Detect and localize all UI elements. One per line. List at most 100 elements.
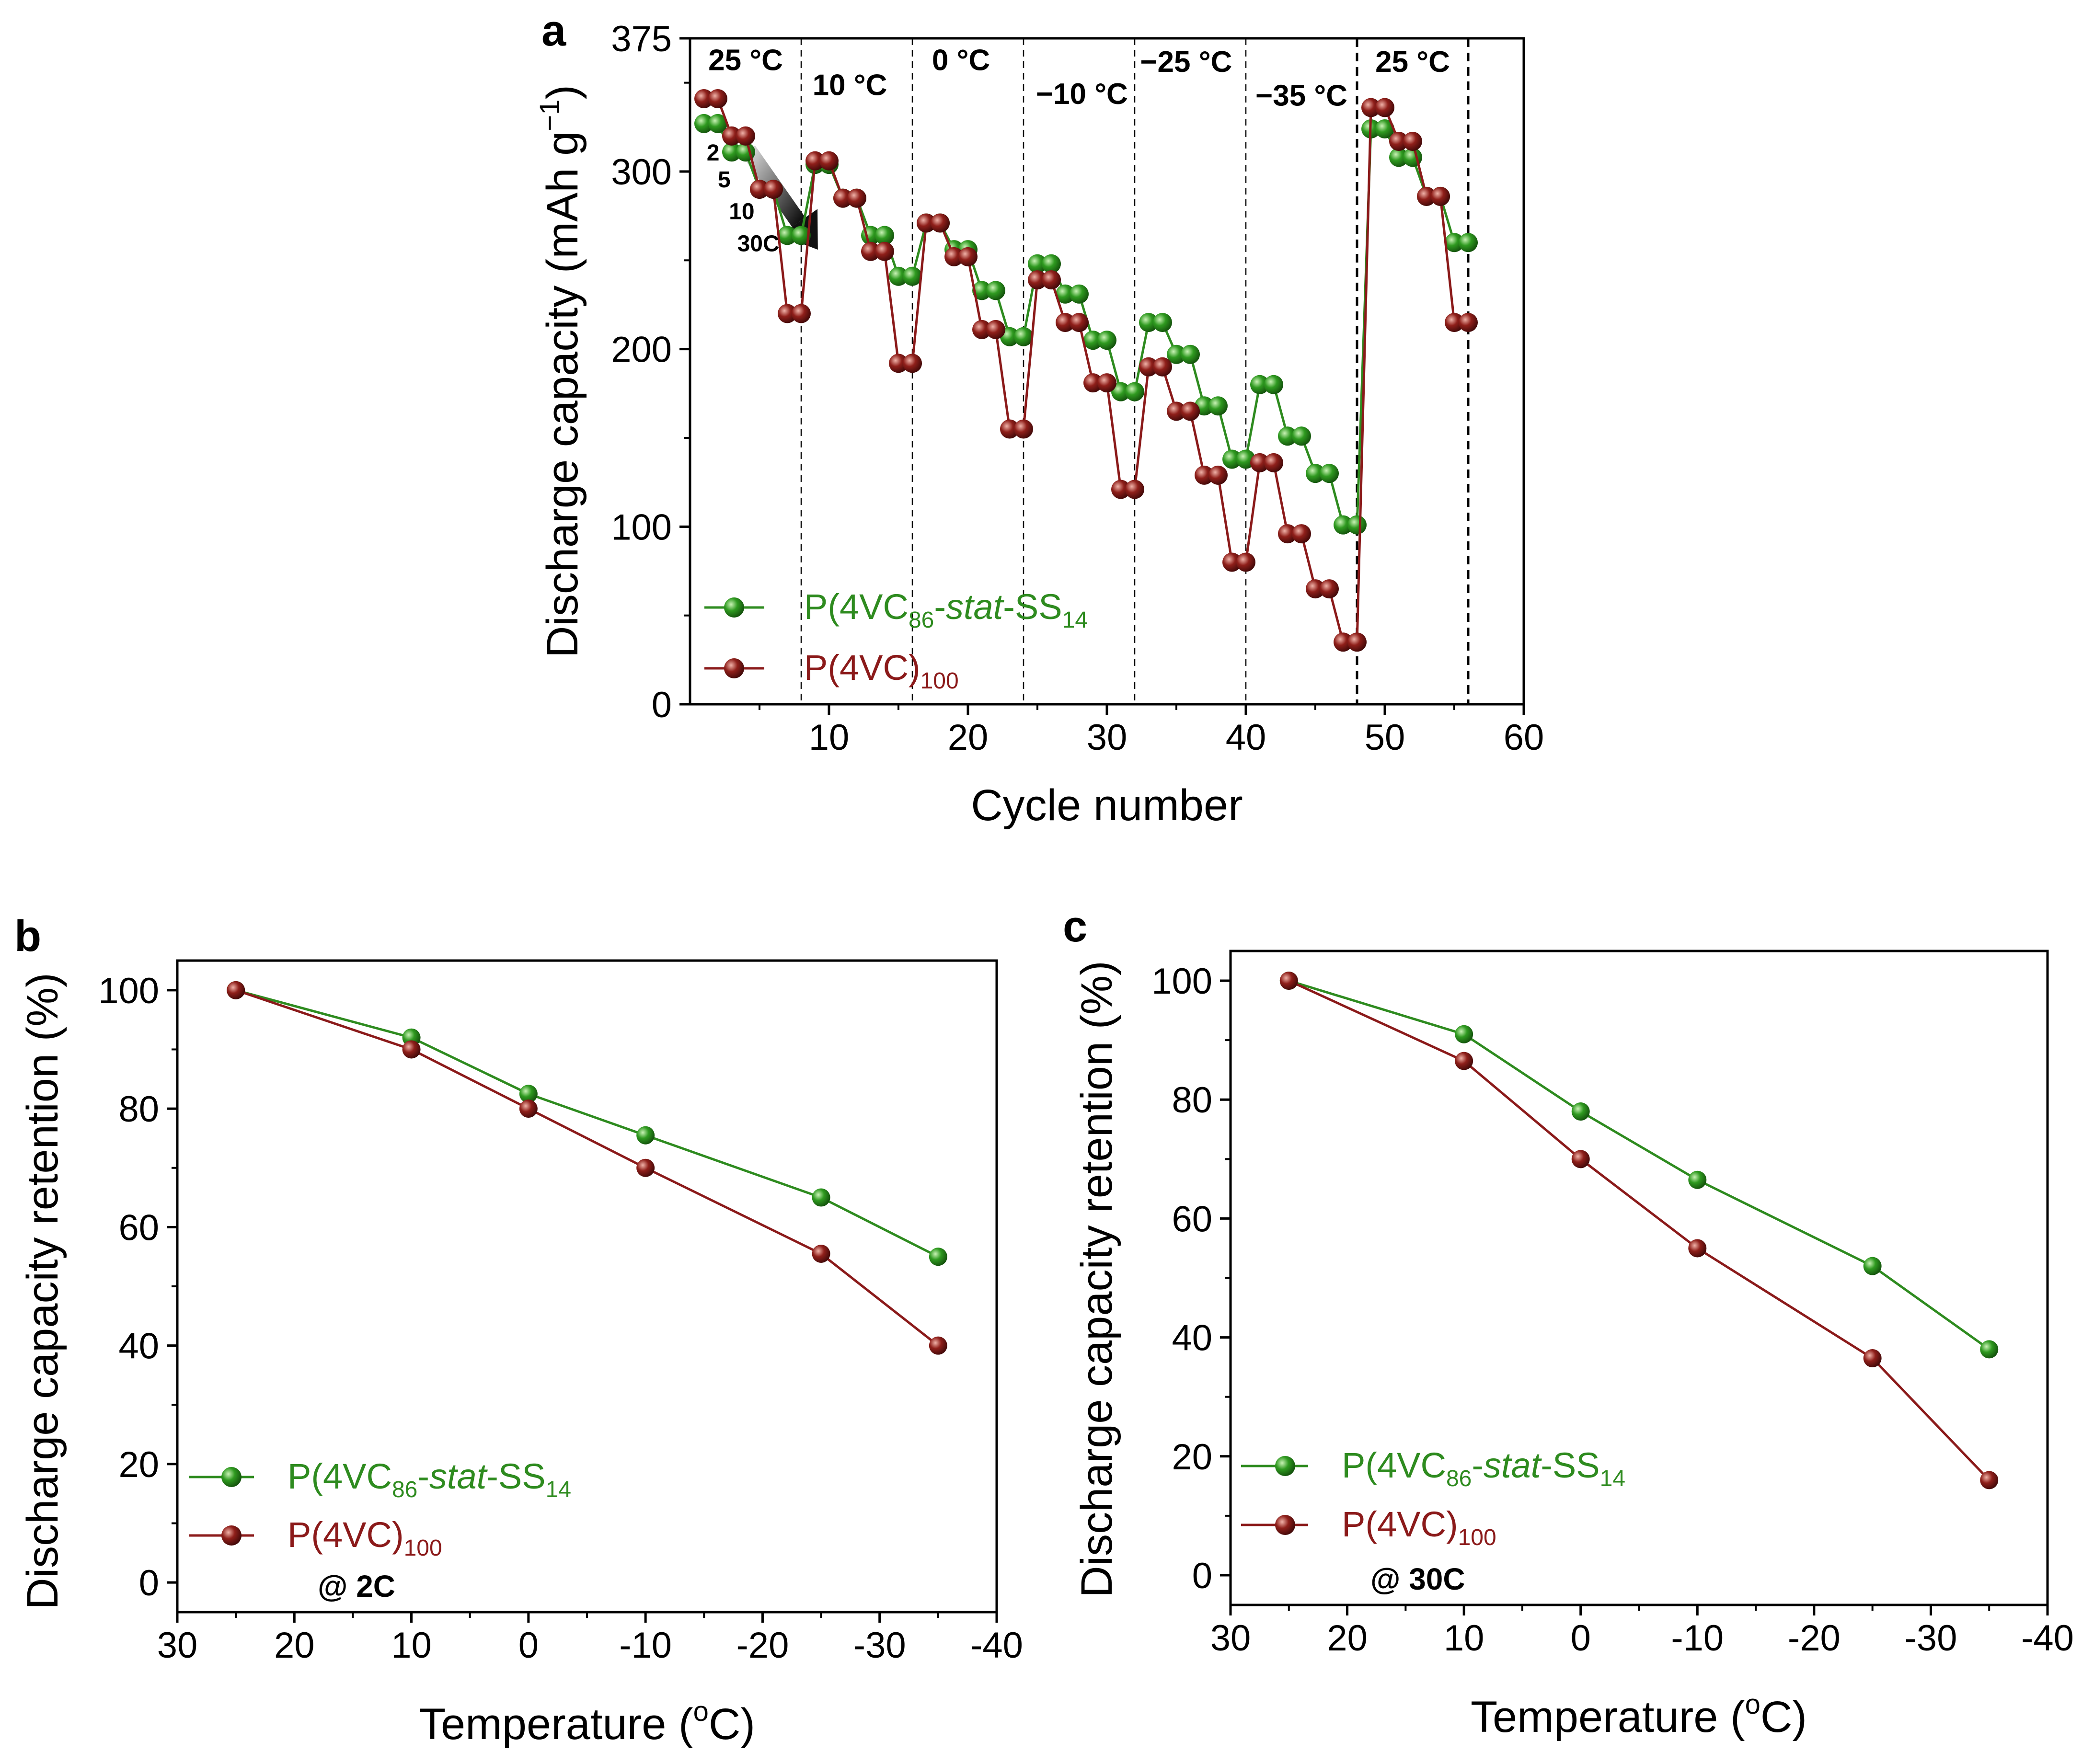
data-point-0 <box>1042 254 1061 274</box>
data-point-0 <box>889 266 908 286</box>
legend-b-green-post: -SS <box>486 1456 545 1496</box>
data-point-0 <box>986 281 1005 300</box>
data-point-1 <box>958 247 978 266</box>
panel-c-xlabel-pre: Temperature ( <box>1471 1693 1745 1741</box>
data-point-1 <box>1014 419 1033 439</box>
data-point-1 <box>722 126 741 146</box>
data-point-1 <box>1208 465 1228 485</box>
data-point-0 <box>1455 1025 1473 1043</box>
data-point-1 <box>805 151 825 171</box>
temperature-label: −10 °C <box>1036 78 1128 111</box>
data-point-0 <box>929 1248 947 1266</box>
data-point-1 <box>1347 632 1367 652</box>
data-point-1 <box>1125 480 1144 499</box>
panel-c-xlabel-post: C) <box>1760 1693 1807 1741</box>
data-point-1 <box>1292 524 1311 544</box>
data-point-0 <box>1320 464 1339 483</box>
y-tick-label: 20 <box>118 1444 159 1485</box>
panel-b-xlabel: Temperature (oC) <box>419 1696 755 1749</box>
data-point-1 <box>847 188 866 208</box>
legend-c-green-sub1: 86 <box>1446 1466 1472 1491</box>
data-point-1 <box>1361 98 1381 117</box>
data-point-0 <box>972 281 991 300</box>
data-point-1 <box>1306 579 1325 599</box>
y-tick-label: 0 <box>139 1563 159 1604</box>
data-point-1 <box>1250 453 1269 472</box>
data-point-1 <box>1279 972 1298 990</box>
x-tick-label: 40 <box>1226 717 1266 758</box>
data-point-0 <box>1097 331 1116 350</box>
legend-c-green-sub2: 14 <box>1600 1466 1625 1491</box>
data-point-1 <box>1459 313 1478 332</box>
data-point-0 <box>1264 375 1283 394</box>
legend-c-red-label: P(4VC)100 <box>1342 1504 1496 1550</box>
data-point-1 <box>1167 401 1186 421</box>
x-tick-label: -30 <box>1905 1618 1957 1659</box>
data-point-1 <box>861 241 880 261</box>
data-point-0 <box>903 266 922 286</box>
data-point-0 <box>1111 382 1130 401</box>
data-point-1 <box>1153 357 1172 377</box>
data-point-0 <box>812 1188 830 1207</box>
x-tick-label: -40 <box>970 1625 1023 1666</box>
legend-a-red-pre: P(4VC) <box>804 648 920 687</box>
data-point-0 <box>519 1085 538 1103</box>
data-point-1 <box>792 304 811 323</box>
panel-a-ylabel: Discharge capacity (mAh g−1) <box>534 85 587 658</box>
data-point-1 <box>944 247 964 266</box>
panel-c-ylabel: Discharge capacity retention (%) <box>1072 961 1121 1597</box>
x-tick-label: -10 <box>1671 1618 1724 1659</box>
data-point-0 <box>1250 375 1269 394</box>
data-point-1 <box>1097 373 1116 393</box>
data-point-1 <box>1083 373 1103 393</box>
data-point-0 <box>1278 426 1297 446</box>
panel-b-xlabel-pre: Temperature ( <box>419 1700 693 1749</box>
panel-b-letter: b <box>14 912 41 961</box>
legend-c-red-sub1: 100 <box>1458 1525 1496 1550</box>
legend-b-red-sub1: 100 <box>404 1535 442 1561</box>
x-tick-label: 10 <box>391 1625 432 1666</box>
panel-c-letter: c <box>1063 902 1087 951</box>
data-point-0 <box>1125 382 1144 401</box>
legend-c-green-italic: stat <box>1484 1445 1542 1485</box>
data-point-1 <box>1028 270 1047 290</box>
legend-a-green-italic: stat <box>946 587 1005 627</box>
y-tick-label: 40 <box>118 1326 159 1367</box>
data-point-1 <box>1688 1239 1707 1258</box>
panel-a-axes: 10 20 30 40 50 60 0 100 200 300 375 <box>611 19 1544 758</box>
data-point-1 <box>1264 453 1283 472</box>
legend-b-red-label: P(4VC)100 <box>288 1515 442 1561</box>
data-point-0 <box>1292 426 1311 446</box>
y-tick-label: 0 <box>1192 1556 1212 1596</box>
legend-a-red-label: P(4VC)100 <box>804 648 959 694</box>
data-point-1 <box>519 1100 538 1118</box>
data-point-1 <box>1431 186 1450 206</box>
legend-a-green-sub2: 14 <box>1062 607 1088 633</box>
data-point-1 <box>1455 1052 1473 1070</box>
data-point-0 <box>1083 331 1103 350</box>
data-point-1 <box>227 981 245 999</box>
data-point-1 <box>986 320 1005 339</box>
x-tick-label: -30 <box>853 1625 906 1666</box>
data-point-1 <box>1111 480 1130 499</box>
temperature-label: 0 °C <box>932 44 990 77</box>
series-line-1 <box>235 989 939 1347</box>
data-point-1 <box>917 213 936 233</box>
data-point-0 <box>1334 515 1353 535</box>
data-point-0 <box>1222 449 1242 469</box>
data-point-1 <box>1389 131 1408 151</box>
legend-a-green-pre: P(4VC <box>804 587 909 627</box>
x-tick-label: -10 <box>619 1625 672 1666</box>
rate-label: 5 <box>718 167 731 193</box>
panel-a-plot-area: 25 °C 10 °C 0 °C −10 °C −25 °C −35 °C 25 °C 25 1… <box>694 38 1478 704</box>
data-point-0 <box>1208 396 1228 416</box>
data-point-0 <box>1980 1340 1999 1359</box>
legend-a-green-label: P(4VC86-stat-SS14 <box>804 587 1088 633</box>
legend-c-green-label: P(4VC86-stat-SS14 <box>1342 1445 1625 1491</box>
data-point-0 <box>1181 344 1200 364</box>
data-point-1 <box>750 180 769 199</box>
data-point-0 <box>1389 148 1408 167</box>
